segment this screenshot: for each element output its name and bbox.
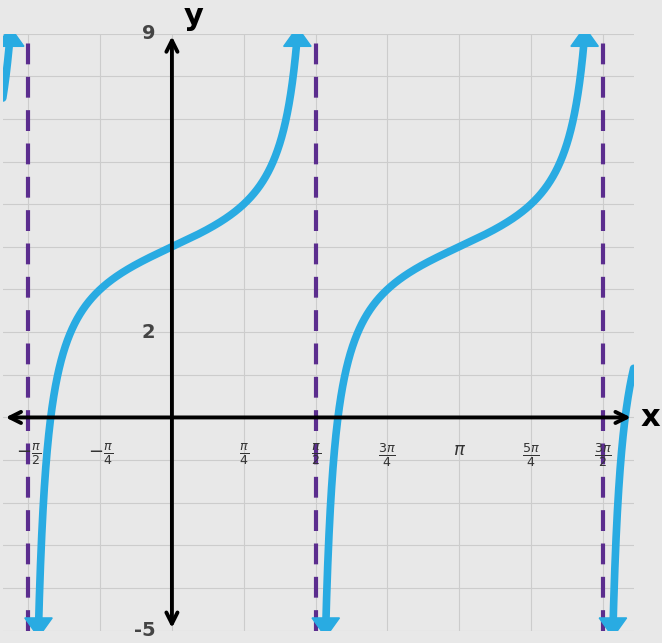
- Text: 2: 2: [142, 323, 156, 341]
- Text: x: x: [641, 403, 661, 432]
- Text: $\frac{\pi}{4}$: $\frac{\pi}{4}$: [239, 441, 249, 467]
- Polygon shape: [0, 27, 24, 46]
- Text: $\frac{3\pi}{4}$: $\frac{3\pi}{4}$: [379, 441, 397, 469]
- Text: 9: 9: [142, 24, 156, 43]
- Polygon shape: [599, 618, 627, 637]
- Text: $\frac{\pi}{2}$: $\frac{\pi}{2}$: [310, 441, 320, 467]
- Polygon shape: [571, 27, 598, 46]
- Text: $-\frac{\pi}{2}$: $-\frac{\pi}{2}$: [16, 441, 41, 467]
- Text: y: y: [184, 3, 204, 32]
- Text: $\frac{5\pi}{4}$: $\frac{5\pi}{4}$: [522, 441, 540, 469]
- Polygon shape: [312, 618, 340, 637]
- Polygon shape: [24, 618, 52, 637]
- Text: $\frac{3\pi}{2}$: $\frac{3\pi}{2}$: [594, 441, 612, 469]
- Polygon shape: [283, 27, 311, 46]
- Text: -5: -5: [134, 621, 156, 640]
- Text: $-\frac{\pi}{4}$: $-\frac{\pi}{4}$: [87, 441, 113, 467]
- Text: $\pi$: $\pi$: [453, 441, 465, 459]
